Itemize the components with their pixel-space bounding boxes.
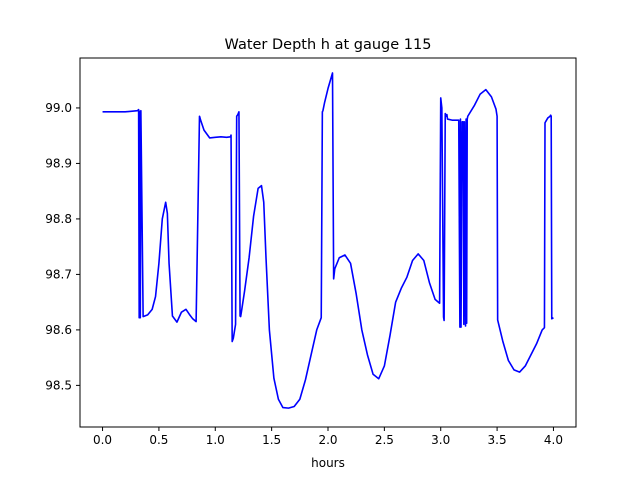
x-axis-ticks: 0.0 0.5 1.0 1.5 2.0 2.5 3.0 3.5 4.0 bbox=[93, 427, 563, 447]
x-tick-label: 1.5 bbox=[262, 433, 281, 447]
x-axis-label: hours bbox=[311, 456, 345, 470]
x-tick-label: 0.0 bbox=[93, 433, 112, 447]
y-axis-ticks: 98.5 98.6 98.7 98.8 98.9 99.0 bbox=[45, 101, 80, 392]
y-tick-label: 98.5 bbox=[45, 378, 72, 392]
y-tick-label: 98.9 bbox=[45, 156, 72, 170]
y-tick-label: 98.6 bbox=[45, 323, 72, 337]
plot-area bbox=[102, 72, 554, 409]
y-tick-label: 98.7 bbox=[45, 267, 72, 281]
x-tick-label: 2.0 bbox=[318, 433, 337, 447]
x-tick-label: 0.5 bbox=[149, 433, 168, 447]
x-tick-label: 4.0 bbox=[544, 433, 563, 447]
x-tick-label: 3.5 bbox=[488, 433, 507, 447]
y-tick-label: 98.8 bbox=[45, 212, 72, 226]
y-tick-label: 99.0 bbox=[45, 101, 72, 115]
x-tick-label: 1.0 bbox=[206, 433, 225, 447]
x-tick-label: 2.5 bbox=[375, 433, 394, 447]
series-line bbox=[102, 72, 554, 409]
chart-title: Water Depth h at gauge 115 bbox=[225, 37, 432, 53]
x-tick-label: 3.0 bbox=[431, 433, 450, 447]
